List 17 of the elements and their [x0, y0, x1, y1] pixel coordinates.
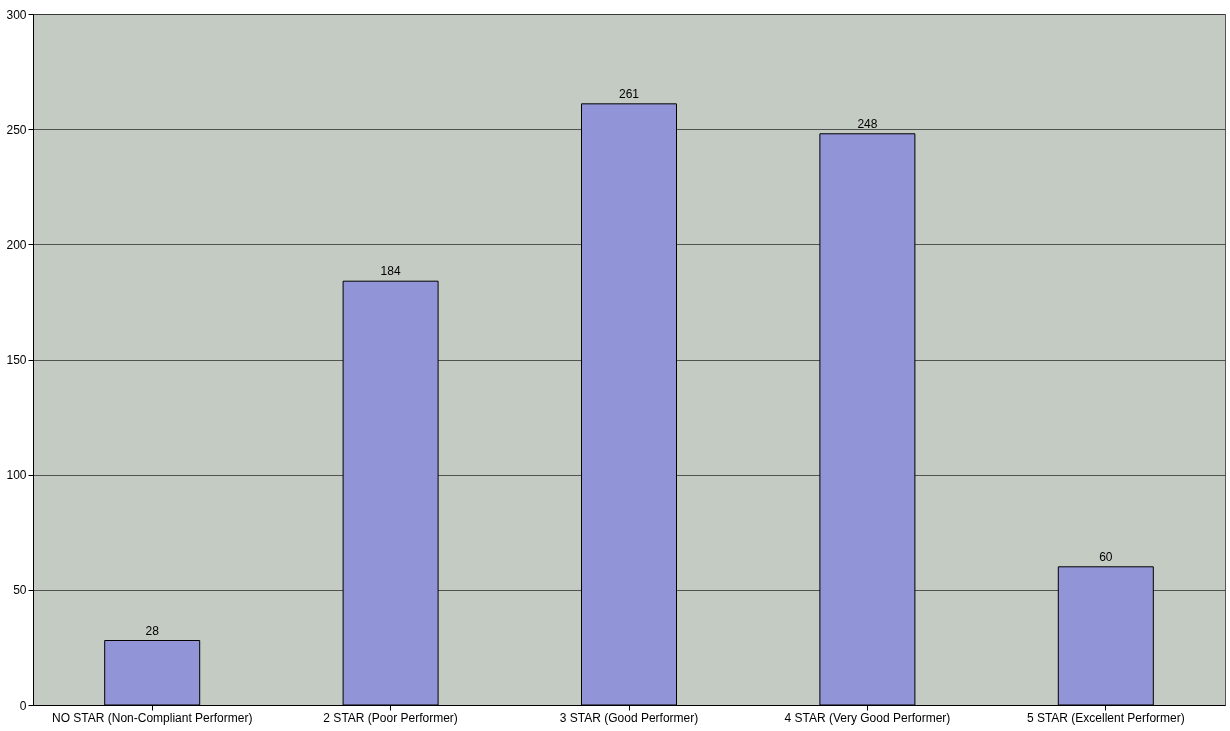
x-tick-label: 2 STAR (Poor Performer) — [323, 710, 458, 725]
data-label: 60 — [1099, 549, 1113, 564]
y-tick-label: 50 — [13, 583, 27, 598]
x-tick-label: 3 STAR (Good Performer) — [559, 710, 699, 725]
x-tick-label: NO STAR (Non-Compliant Performer) — [51, 710, 253, 725]
x-tick-label: 5 STAR (Excellent Performer) — [1026, 710, 1185, 725]
y-tick-label: 0 — [19, 698, 27, 713]
y-tick-label: 100 — [6, 468, 27, 483]
y-tick-label: 150 — [6, 353, 27, 367]
data-label: 28 — [145, 623, 160, 638]
data-label: 248 — [857, 116, 878, 131]
y-tick-label: 250 — [6, 122, 27, 137]
y-tick-label: 300 — [6, 7, 27, 22]
y-tick-label: 200 — [6, 237, 27, 252]
x-tick-label: 4 STAR (Very Good Performer) — [784, 710, 951, 725]
data-label: 184 — [380, 264, 401, 279]
data-label: 261 — [618, 86, 640, 101]
